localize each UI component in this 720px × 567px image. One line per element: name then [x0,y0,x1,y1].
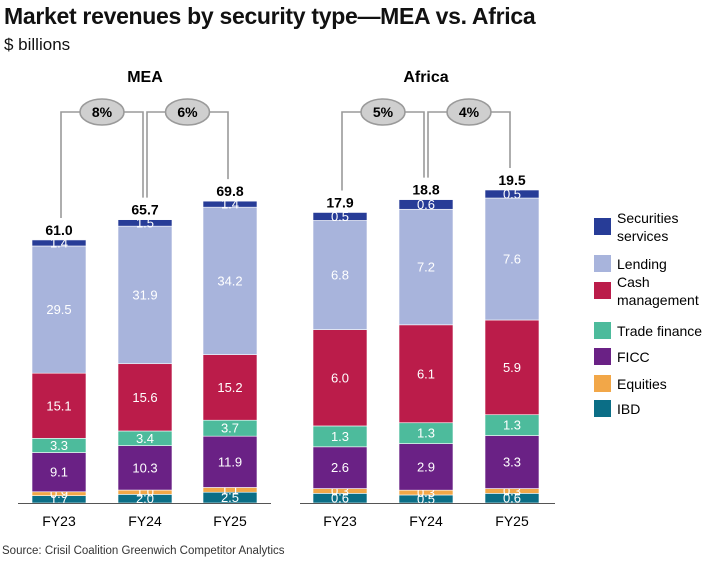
mea-label-fy25-securities-services: 1.4 [221,197,239,212]
mea-bar-fy25-lending [202,206,258,355]
africa-total-fy25: 19.5 [498,172,525,188]
africa-label-fy23-securities-services: 0.5 [331,209,349,224]
mea-label-fy24-trade-finance: 3.4 [136,431,154,446]
mea-label-fy25-ibd: 2.5 [221,490,239,505]
africa-xtick-fy23: FY23 [323,513,357,529]
africa-bar-fy25-cash-management [484,319,540,416]
legend-swatch-cash-management [594,282,611,299]
mea-total-fy25: 69.8 [216,183,243,199]
mea-bar-fy23-cash-management [31,372,87,439]
africa-total-fy23: 17.9 [326,194,353,210]
mea-label-fy24-securities-services: 1.5 [136,215,154,230]
africa-bar-fy25-securities-services [484,189,540,199]
mea-label-fy24-lending: 31.9 [132,287,157,302]
mea-bar-fy24-securities-services [117,219,173,227]
mea-total-fy23: 61.0 [45,222,72,238]
legend-label-cash-management-line1: Cash [617,274,650,290]
mea-bar-fy24-ficc [117,445,173,491]
chart-subtitle: $ billions [4,35,71,54]
mea-label-fy25-ficc: 11.9 [218,454,242,469]
chart-title: Market revenues by security type—MEA vs.… [4,3,536,29]
africa-growth-label-2: 4% [459,104,480,120]
africa-label-fy25-cash-management: 5.9 [503,360,521,375]
mea-total-fy24: 65.7 [131,202,158,218]
legend-swatch-lending [594,255,611,272]
legend-label-lending: Lending [617,256,667,272]
legend-label-trade-finance: Trade finance [617,323,702,339]
mea-bar-fy23-securities-services [31,239,87,247]
legend-swatch-equities [594,375,611,392]
mea-growth-bubble-1 [79,98,125,126]
mea-label-fy23-cash-management: 15.1 [46,398,71,413]
africa-label-fy25-ibd: 0.6 [503,491,521,506]
mea-xtick-fy23: FY23 [42,513,76,529]
mea-label-fy24-cash-management: 15.6 [132,390,157,405]
mea-label-fy24-ficc: 10.3 [132,460,157,475]
africa-bar-fy24-ficc [398,443,454,491]
africa-panel-title: Africa [403,69,448,86]
mea-label-fy25-lending: 34.2 [217,273,242,288]
africa-label-fy25-securities-services: 0.5 [503,187,521,202]
mea-growth-label-1: 8% [92,104,113,120]
mea-xtick-fy25: FY25 [213,513,247,529]
africa-bar-fy23-securities-services [312,212,368,221]
mea-bar-fy25-securities-services [202,200,258,208]
mea-bar-fy24-lending [117,225,173,365]
africa-xtick-fy25: FY25 [495,513,529,529]
mea-xtick-fy24: FY24 [128,513,162,529]
africa-bar-fy25-ficc [484,435,540,489]
mea-bar-fy23-lending [31,245,87,374]
africa-growth-bubble-1 [360,98,406,126]
africa-label-fy23-ibd: 0.6 [331,491,349,506]
legend-swatch-ibd [594,400,611,417]
africa-label-fy24-lending: 7.2 [417,260,435,275]
mea-label-fy23-securities-services: 1.4 [50,235,68,250]
legend-swatch-securities-services [594,218,611,235]
mea-panel-title: MEA [127,69,163,86]
africa-label-fy23-trade-finance: 1.3 [331,429,349,444]
africa-label-fy23-cash-management: 6.0 [331,370,349,385]
africa-label-fy24-securities-services: 0.6 [417,197,435,212]
africa-label-fy25-ficc: 3.3 [503,455,521,470]
legend-label-securities-services-line2: services [617,228,668,244]
mea-label-fy23-trade-finance: 3.3 [50,438,68,453]
mea-bar-fy25-ficc [202,435,258,488]
africa-total-fy24: 18.8 [412,182,439,198]
legend-label-ficc: FICC [617,349,650,365]
africa-label-fy23-ficc: 2.6 [331,460,349,475]
mea-bar-fy23-ficc [31,452,87,493]
africa-bar-fy24-lending [398,208,454,326]
mea-bar-fy24-cash-management [117,363,173,432]
mea-growth-label-2: 6% [177,104,198,120]
source-note: Source: Crisil Coalition Greenwich Compe… [2,545,285,557]
africa-xtick-fy24: FY24 [409,513,443,529]
legend-label-securities-services-line1: Securities [617,210,678,226]
africa-label-fy24-cash-management: 6.1 [417,366,435,381]
africa-bar-fy24-securities-services [398,199,454,210]
mea-label-fy25-trade-finance: 3.7 [221,421,239,436]
legend-label-ibd: IBD [617,401,640,417]
africa-growth-bubble-2 [446,98,492,126]
africa-growth-label-1: 5% [373,104,394,120]
mea-label-fy24-ibd: 2.0 [136,491,154,506]
africa-bar-fy25-lending [484,197,540,321]
africa-label-fy24-trade-finance: 1.3 [417,426,435,441]
africa-bar-fy23-lending [312,220,368,330]
legend-swatch-ficc [594,348,611,365]
africa-label-fy24-ficc: 2.9 [417,459,435,474]
mea-label-fy23-ficc: 9.1 [50,465,68,480]
legend-swatch-trade-finance [594,322,611,339]
africa-label-fy25-trade-finance: 1.3 [503,418,521,433]
africa-label-fy25-lending: 7.6 [503,252,521,267]
mea-label-fy25-cash-management: 15.2 [217,380,242,395]
africa-label-fy23-lending: 6.8 [331,268,349,283]
africa-bar-fy23-ficc [312,446,368,489]
legend-label-equities: Equities [617,376,667,392]
mea-growth-bubble-2 [164,98,211,126]
legend-label-cash-management-line2: management [617,292,699,308]
mea-label-fy23-lending: 29.5 [46,302,71,317]
